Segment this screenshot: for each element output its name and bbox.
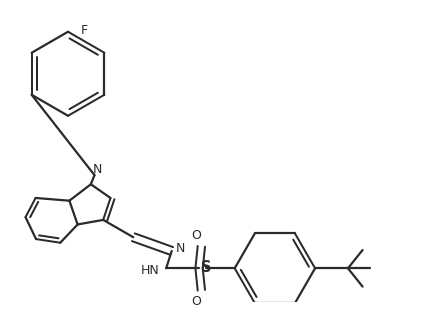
Text: S: S [201,260,211,275]
Text: N: N [93,163,103,176]
Text: F: F [81,24,88,37]
Text: HN: HN [141,264,160,277]
Text: N: N [176,242,186,255]
Text: O: O [191,295,201,308]
Text: O: O [191,229,201,242]
